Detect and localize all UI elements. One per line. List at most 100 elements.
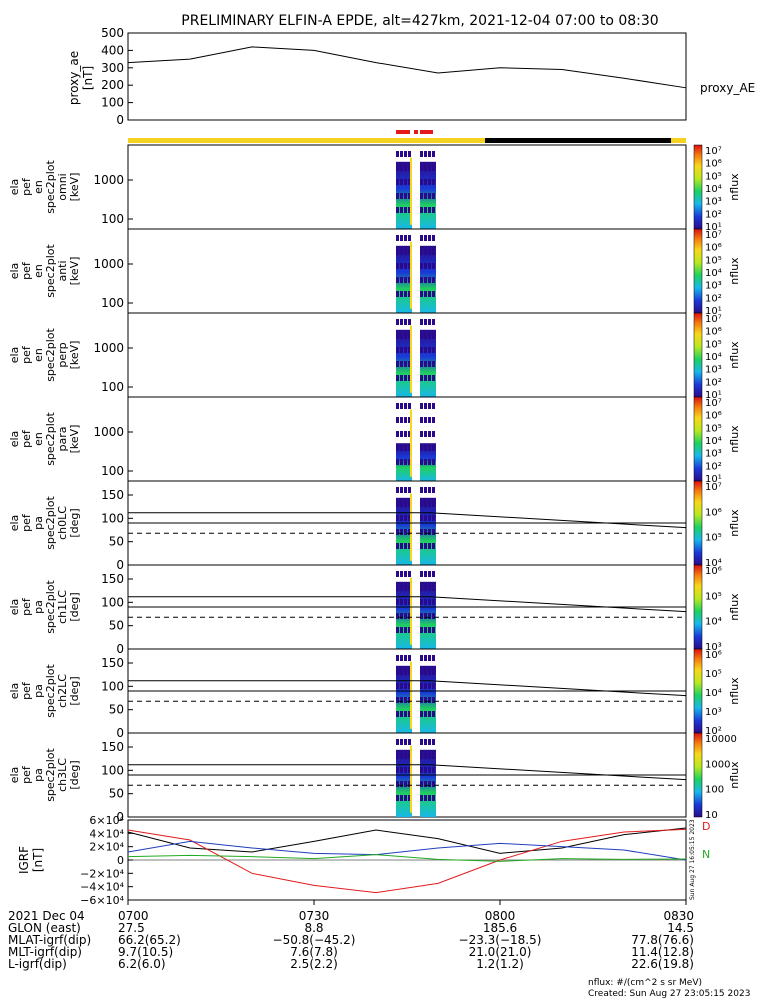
spectrogram-column — [410, 241, 412, 309]
spectrogram-speck — [396, 375, 399, 381]
spectrogram-speck — [400, 487, 403, 493]
spectrogram-speck — [428, 781, 431, 787]
colorbar-tick-label: 10⁷ — [705, 398, 722, 409]
spectrogram-column — [410, 661, 412, 729]
panel-ylabel: pef — [20, 681, 33, 700]
spectrogram-speck — [420, 375, 423, 381]
loss-cone-line — [429, 512, 687, 529]
spectrogram-speck — [424, 711, 427, 717]
spectrogram-column — [410, 325, 412, 393]
spectrogram-speck — [408, 207, 411, 213]
spectrogram-speck — [424, 529, 427, 535]
panel-ylabel: en — [32, 180, 45, 194]
spectrogram-speck — [404, 207, 407, 213]
spectrogram-speck — [404, 165, 407, 171]
x-axis-row-value: 185.6 — [483, 921, 517, 935]
igrf-ytick-label: 2×10⁴ — [89, 841, 124, 854]
spectrogram-speck — [428, 795, 431, 801]
spectrogram-speck — [424, 739, 427, 745]
colorbar-tick-label: 10¹ — [705, 222, 722, 233]
spectrogram-speck — [428, 333, 431, 339]
colorbar-tick-label: 10⁷ — [705, 482, 722, 493]
spectrogram-speck — [400, 235, 403, 241]
igrf-ytick-label: 4×10⁴ — [89, 827, 124, 840]
spectrogram-speck — [396, 445, 399, 451]
panel-ylabel: ch3LC — [56, 758, 69, 792]
spectrogram-speck — [428, 599, 431, 605]
spectrogram-speck — [408, 249, 411, 255]
spectrogram-speck — [396, 767, 399, 773]
panel-ylabel: pef — [20, 765, 33, 784]
panel-ylabel: pef — [20, 261, 33, 280]
spectrogram-speck — [400, 781, 403, 787]
spectrogram-speck — [428, 319, 431, 325]
panel-ylabel: spec2plot — [44, 580, 57, 634]
spectrogram-speck — [420, 347, 423, 353]
x-axis-row-value: 0800 — [485, 909, 516, 923]
spectrogram-speck — [428, 487, 431, 493]
panel-ylabel: spec2plot — [44, 664, 57, 718]
colorbar-tick-label: 10⁵ — [705, 339, 722, 350]
figure-title: PRELIMINARY ELFIN-A EPDE, alt=427km, 202… — [181, 13, 658, 29]
spectrogram-speck — [396, 193, 399, 199]
spectrogram-speck — [432, 403, 435, 409]
spectrogram-speck — [408, 375, 411, 381]
spectrogram-speck — [408, 235, 411, 241]
x-axis-row-label: L-igrf(dip) — [8, 957, 67, 971]
pa-ytick-label: 50 — [109, 787, 124, 801]
x-axis-row-value: 8.8 — [304, 921, 323, 935]
colorbar-tick-label: 10⁴ — [705, 558, 722, 569]
spectrogram-speck — [400, 669, 403, 675]
footer-created: Created: Sun Aug 27 23:05:15 2023 — [588, 989, 750, 999]
spectrogram-speck — [432, 151, 435, 157]
pa-panel-2: 150 100 50 0 ela pef pa spec2plot ch2LC [deg] 10⁶ 1… — [8, 648, 741, 740]
spectrogram-speck — [424, 193, 427, 199]
spectrogram-column — [410, 493, 412, 561]
colorbar — [693, 228, 703, 314]
spectrogram-speck — [428, 571, 431, 577]
spectrogram-speck — [420, 683, 423, 689]
spectrogram-speck — [408, 151, 411, 157]
spectrogram-speck — [432, 571, 435, 577]
spectrogram-speck — [420, 571, 423, 577]
status-bar-black — [485, 138, 671, 143]
spectrogram-speck — [404, 361, 407, 367]
spectrogram-column — [410, 577, 412, 645]
panel-ylabel: perp — [56, 342, 69, 367]
spectrogram-speck — [432, 291, 435, 297]
spectrogram-speck — [400, 445, 403, 451]
spectrogram-speck — [424, 487, 427, 493]
colorbar-tick-label: 10⁶ — [705, 411, 722, 422]
spectrogram-speck — [408, 571, 411, 577]
spectrogram-speck — [432, 179, 435, 185]
spectrogram-speck — [396, 319, 399, 325]
colorbar-tick-label: 10³ — [705, 281, 722, 292]
spectrogram-speck — [404, 543, 407, 549]
spectrogram-speck — [420, 543, 423, 549]
spectrogram-speck — [404, 501, 407, 507]
spectrogram-speck — [408, 417, 411, 423]
spectrogram-speck — [408, 795, 411, 801]
spectrogram-speck — [408, 627, 411, 633]
x-axis-annotations: 2021 Dec 04 0700 0730 0800 0830 GLON (east) 27… — [8, 900, 694, 971]
spectrogram-speck — [432, 165, 435, 171]
spectrogram-speck — [432, 753, 435, 759]
spectrogram-speck — [424, 235, 427, 241]
spectrogram-speck — [424, 753, 427, 759]
spectrogram-speck — [420, 445, 423, 451]
spectrogram-speck — [432, 347, 435, 353]
spectrogram-speck — [424, 599, 427, 605]
spectrogram-speck — [424, 697, 427, 703]
colorbar-tick-label: 10⁶ — [705, 159, 722, 170]
spectrogram-speck — [404, 445, 407, 451]
spectrogram-column — [410, 745, 412, 813]
proxy-ae-line — [127, 46, 687, 89]
spectrogram-speck — [432, 781, 435, 787]
spectrogram-speck — [428, 277, 431, 283]
spectrogram-speck — [424, 683, 427, 689]
colorbar-tick-label: 10⁵ — [705, 255, 722, 266]
spectrogram-speck — [396, 207, 399, 213]
spectrogram-speck — [424, 459, 427, 465]
spectrogram-speck — [424, 795, 427, 801]
